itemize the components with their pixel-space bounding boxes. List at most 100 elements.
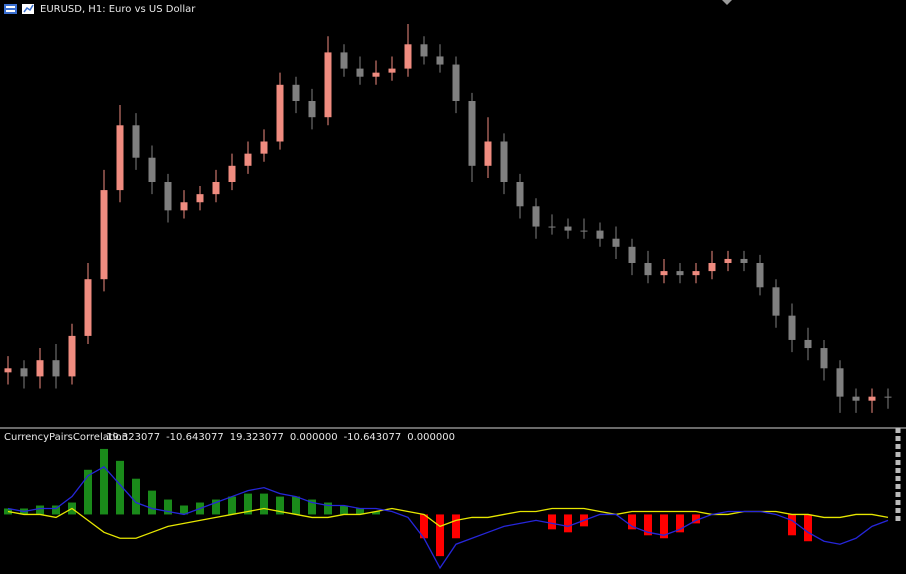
indicator-readout: 0.000000 (290, 432, 338, 443)
candle-body (788, 315, 796, 340)
candle-body (164, 182, 172, 211)
candle-body (868, 396, 876, 401)
histogram-bar (260, 493, 268, 515)
candle-body (772, 287, 780, 316)
candle-body (292, 84, 300, 101)
candle-body (84, 279, 92, 336)
candle-body (324, 52, 332, 118)
candle-body (884, 396, 892, 398)
histogram-bar (676, 514, 684, 533)
histogram-bar (356, 508, 364, 515)
scroll-marker[interactable] (722, 0, 732, 5)
indicator-readout: 0.000000 (407, 432, 455, 443)
candle-body (516, 182, 524, 207)
histogram-bar (548, 514, 556, 530)
candle-body (4, 368, 12, 373)
histogram-bar (132, 478, 140, 515)
histogram-bar (452, 514, 460, 539)
candle-body (116, 125, 124, 191)
histogram-bar (324, 502, 332, 515)
candle-body (148, 157, 156, 182)
candle-body (804, 339, 812, 349)
symbol-icon[interactable] (4, 4, 17, 14)
symbol-icon-line (6, 6, 15, 8)
candle-body (212, 182, 220, 195)
candle-body (836, 368, 844, 397)
candle-body (596, 230, 604, 239)
histogram-bar (308, 499, 316, 515)
candle-body (180, 202, 188, 211)
candle-body (484, 141, 492, 166)
indicator-readout: 19.323077 (230, 432, 284, 443)
candle-body (676, 271, 684, 276)
histogram-bar (660, 514, 668, 539)
candle-body (356, 68, 364, 77)
candle-body (100, 190, 108, 280)
candle-body (756, 263, 764, 288)
candle-body (500, 141, 508, 182)
histogram-bar (100, 448, 108, 515)
candle-body (692, 271, 700, 276)
candle-body (612, 238, 620, 247)
histogram-bar (212, 499, 220, 515)
histogram-bar (788, 514, 796, 536)
candle-body (228, 165, 236, 182)
indicator-readouts: 19.323077 -10.643077 19.323077 0.000000 -10.… (106, 432, 455, 443)
histogram-bar (372, 511, 380, 515)
candle-body (340, 52, 348, 69)
candle-body (820, 348, 828, 369)
histogram-bar (628, 514, 636, 530)
histogram-bar (340, 505, 348, 515)
candle-body (132, 125, 140, 158)
histogram-bar (692, 514, 700, 524)
candle-body (244, 153, 252, 166)
candle-body (628, 246, 636, 263)
histogram-bar (244, 493, 252, 515)
candle-body (404, 44, 412, 69)
histogram-bar (564, 514, 572, 533)
candle-body (548, 226, 556, 228)
histogram-bar (52, 505, 60, 515)
candle-body (532, 206, 540, 227)
candle-body (468, 101, 476, 166)
candle-body (52, 360, 60, 377)
histogram-bar (436, 514, 444, 557)
candle-body (580, 230, 588, 232)
indicator-line (7, 465, 889, 570)
histogram-bar (644, 514, 652, 536)
histogram-bar (148, 490, 156, 515)
candle-body (388, 68, 396, 73)
candle-body (740, 258, 748, 263)
candle-body (564, 226, 572, 231)
histogram-bar (164, 499, 172, 515)
histogram-bar (84, 469, 92, 515)
chart-icon-line (23, 4, 34, 13)
candle-body (660, 271, 668, 276)
symbol-icon-line (6, 10, 15, 12)
candle-body (196, 194, 204, 203)
candle-body (708, 263, 716, 272)
histogram-bar (228, 496, 236, 515)
candle-body (436, 56, 444, 65)
indicator-title: CurrencyPairsCorrelation (4, 432, 128, 443)
histogram-bar (36, 505, 44, 515)
histogram-bar (276, 496, 284, 515)
histogram-bar (116, 460, 124, 515)
candle-body (36, 360, 44, 377)
candle-body (852, 396, 860, 401)
histogram-bar (420, 514, 428, 539)
indicator-readout: 19.323077 (106, 432, 160, 443)
candle-body (372, 72, 380, 77)
histogram-bar (292, 496, 300, 515)
candle-body (308, 101, 316, 118)
candle-body (20, 368, 28, 377)
histogram-bar (180, 505, 188, 515)
histogram-bar (804, 514, 812, 542)
candle-body (68, 335, 76, 377)
chart-title: EURUSD, H1: Euro vs US Dollar (40, 4, 196, 15)
candle-body (420, 44, 428, 57)
candle-body (452, 64, 460, 101)
indicator-readout: -10.643077 (166, 432, 224, 443)
